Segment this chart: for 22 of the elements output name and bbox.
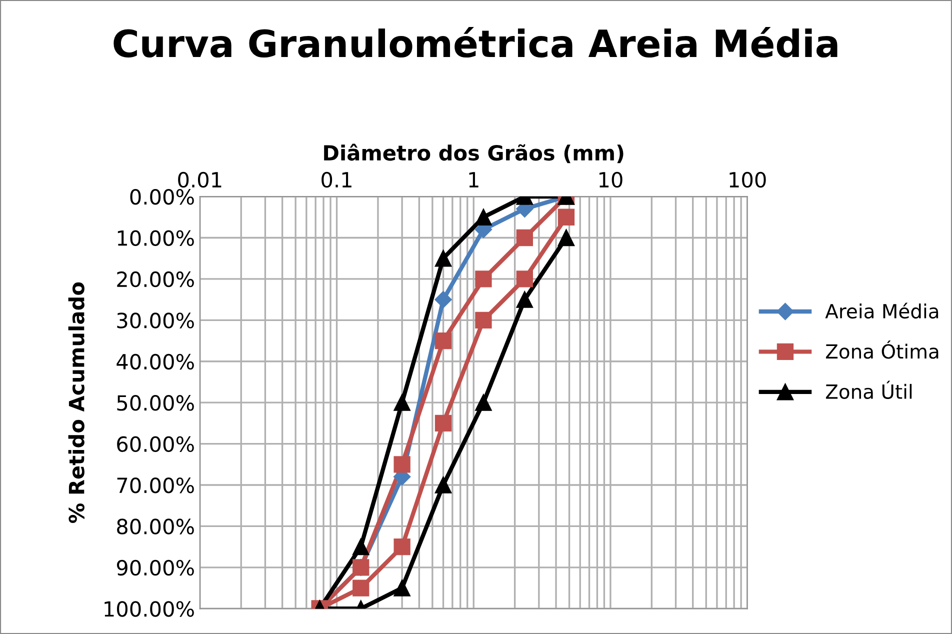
x-tick-label: 0.1 xyxy=(322,172,352,188)
y-axis-title: % Retido Acumulado xyxy=(68,282,84,523)
y-tick-label: 50.00% xyxy=(117,395,194,411)
y-tick-label: 90.00% xyxy=(116,560,194,576)
y-tick-label: 70.00% xyxy=(117,477,194,494)
x-tick-label: 1 xyxy=(469,172,478,188)
y-tick-label: 80.00% xyxy=(117,518,194,534)
y-tick-label: 0.00% xyxy=(130,188,194,205)
y-tick-label: 10.00% xyxy=(118,230,194,246)
y-tick-label: 20.00% xyxy=(117,271,194,288)
legend-label: Zona Ótima xyxy=(826,340,938,359)
legend-label: Zona Útil xyxy=(826,380,912,399)
legend-label: Areia Média xyxy=(825,302,938,319)
chart-title: Curva Granulométrica Areia Média xyxy=(114,27,838,58)
x-tick-label: 0.01 xyxy=(178,172,222,188)
y-tick-label: 60.00% xyxy=(117,436,194,452)
y-tick-label: 40.00% xyxy=(116,354,194,370)
y-tick-label: 30.00% xyxy=(117,312,194,328)
y-tick-label: 100.00% xyxy=(104,601,194,617)
x-axis-title: Diâmetro dos Grãos (mm) xyxy=(324,144,624,164)
x-tick-label: 10 xyxy=(600,172,622,188)
x-tick-label: 100 xyxy=(730,172,766,188)
